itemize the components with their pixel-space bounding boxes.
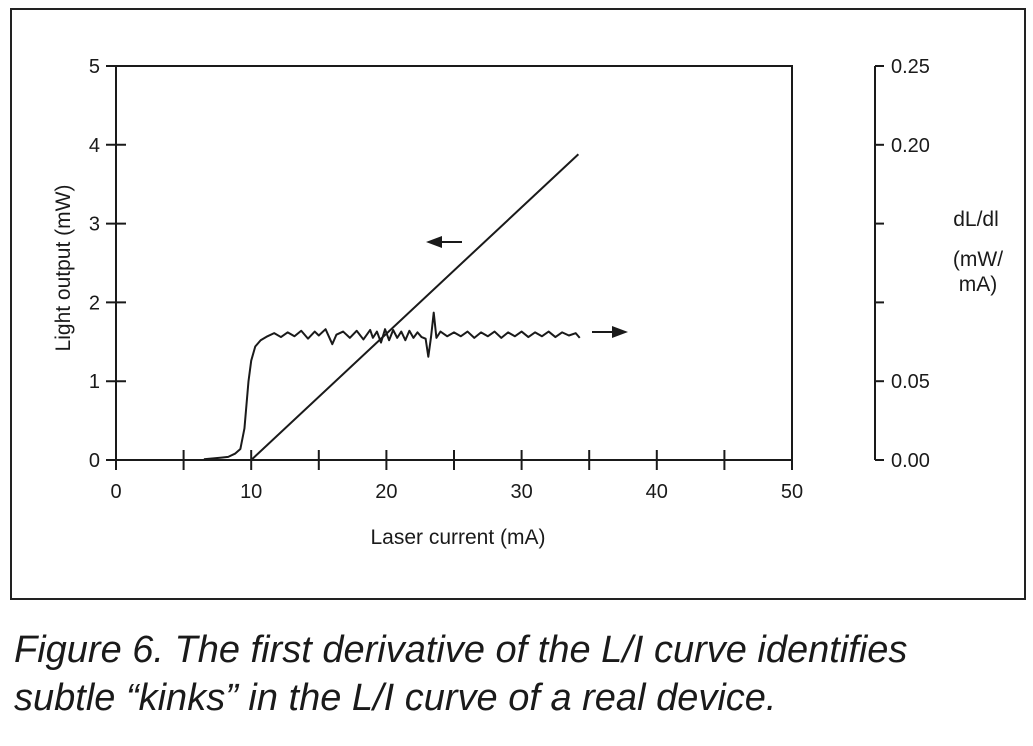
light-output-line [250,153,580,461]
x-tick-label: 10 [240,481,262,503]
y2-tick-label: 0.05 [891,371,930,393]
y-tick-label: 1 [89,371,100,393]
x-tick-label: 30 [510,481,532,503]
figure-caption: Figure 6. The first derivative of the L/… [14,626,1024,722]
y-tick-label: 3 [89,214,100,236]
y-tick-label: 5 [89,56,100,78]
y-axis-label: Light output (mW) [52,185,75,352]
y2-tick-label: 0.20 [891,135,930,157]
y-tick-label: 4 [89,135,100,157]
y2-axis-label-line1: dL/dl [953,208,999,231]
x-tick-label: 20 [375,481,397,503]
x-tick-label: 40 [646,481,668,503]
right-arrow [592,326,628,338]
chart-canvas: 0 10 20 30 40 50 0 1 2 3 4 5 0.00 0.05 0.20 0.25 Laser … [52,56,1003,549]
chart-marks [203,153,628,461]
x-tick-label: 0 [110,481,121,503]
y2-axis-label-line3: mA) [959,273,998,296]
y2-tick-label: 0.25 [891,56,930,78]
y-tick-label: 0 [89,450,100,472]
derivative-line [203,311,581,461]
y-tick-label: 2 [89,292,100,314]
x-tick-label: 50 [781,481,803,503]
y2-tick-label: 0.00 [891,450,930,472]
left-arrow [426,236,462,248]
x-axis-label: Laser current (mA) [370,526,545,549]
caption-line-1: Figure 6. The first derivative of the L/… [14,629,908,671]
plot-area-border [115,65,793,461]
figure-frame: 0 10 20 30 40 50 0 1 2 3 4 5 0.00 0.05 0.20 0.25 Laser … [10,8,1026,600]
chart-axes: 0 10 20 30 40 50 0 1 2 3 4 5 0.00 0.05 0.20 0.25 [89,56,930,503]
y2-axis-label-line2: (mW/ [953,248,1003,271]
left-arrow-head [426,236,442,248]
right-arrow-head [612,326,628,338]
caption-line-2: subtle “kinks” in the L/I curve of a rea… [14,677,777,719]
